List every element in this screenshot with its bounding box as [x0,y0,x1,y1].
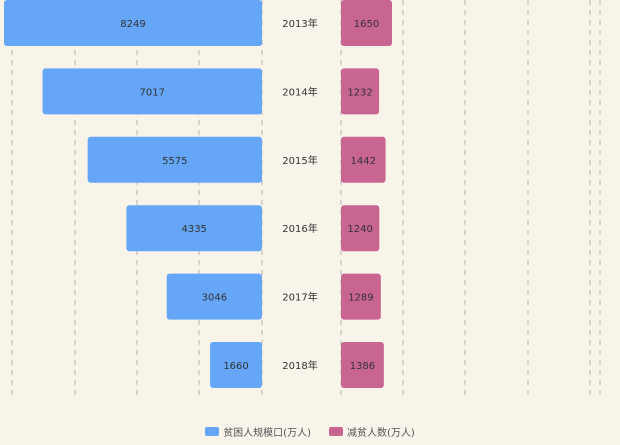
bar-left-label: 3046 [202,293,227,304]
category-label: 2016年 [282,222,317,235]
bar-right [341,136,386,183]
bar-left [42,68,262,115]
bar-left [87,136,262,183]
legend-swatch-poverty-population [205,427,220,436]
bar-right [341,205,380,252]
bar-right [341,273,381,320]
bar-left-label: 7017 [140,87,165,98]
legend-label-poverty-reduction: 减贫人数(万人) [347,428,415,439]
bar-left [166,273,262,320]
bar-right-label: 1650 [354,19,379,30]
bar-left-label: 5575 [162,156,187,167]
category-label: 2018年 [282,359,317,372]
bar-right-label: 1442 [351,156,376,167]
bar-right-label: 1232 [347,87,372,98]
bar-right [341,0,392,46]
bar-left-label: 1660 [223,361,248,372]
butterfly-bar-chart: 8249 2013年 1650 7017 2014年 1232 5575 2015年 1442 4… [4,0,601,398]
category-label: 2015年 [282,154,317,167]
bar-right-label: 1240 [347,224,372,235]
legend-item-poverty-population[interactable]: 贫困人规模口(万人) [205,424,311,439]
bar-left [210,342,262,388]
grid-lines [11,0,601,398]
category-label: 2017年 [282,291,317,304]
bar-right [341,342,384,388]
category-label: 2013年 [282,17,317,30]
bar-right-label: 1289 [348,293,373,304]
bar-right-label: 1386 [350,361,375,372]
chart-legend: 贫困人规模口(万人) 减贫人数(万人) [0,424,620,439]
bar-left-label: 4335 [181,224,206,235]
legend-item-poverty-reduction[interactable]: 减贫人数(万人) [329,424,415,439]
bar-right [341,68,380,115]
bar-left [4,0,262,46]
legend-swatch-poverty-reduction [329,427,343,436]
legend-label-poverty-population: 贫困人规模口(万人) [223,428,311,439]
bar-left [126,205,262,252]
bar-left-label: 8249 [120,19,145,30]
category-label: 2014年 [282,85,317,98]
